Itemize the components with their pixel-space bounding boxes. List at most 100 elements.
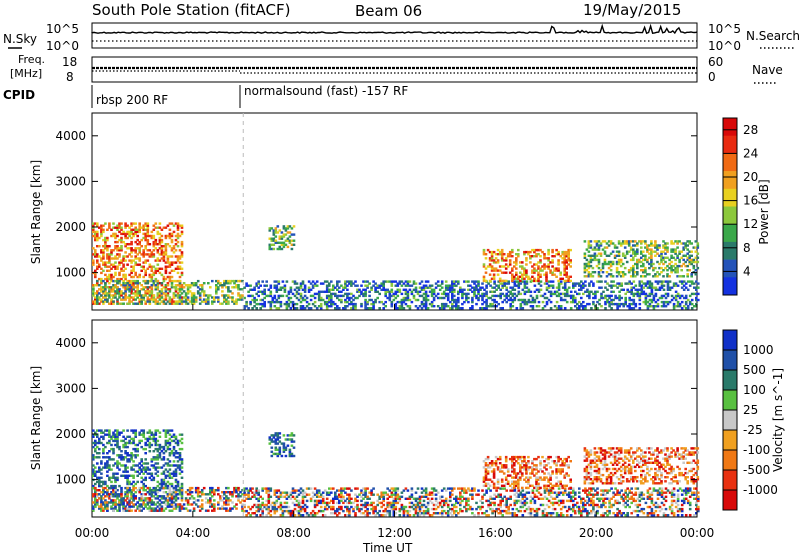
echo-cell xyxy=(282,225,286,228)
echo-cell xyxy=(180,460,184,463)
echo-cell xyxy=(154,433,158,436)
echo-cell xyxy=(231,507,234,510)
echo-cell xyxy=(150,288,154,291)
echo-cell xyxy=(313,284,317,287)
echo-cell xyxy=(297,292,301,296)
echo-cell xyxy=(268,237,272,240)
echo-cell xyxy=(154,286,158,289)
echo-cell xyxy=(642,269,645,272)
echo-cell xyxy=(253,512,256,515)
nave-label: Nave xyxy=(752,63,783,77)
echo-cell xyxy=(529,261,532,264)
echo-cell xyxy=(118,501,121,504)
echo-cell xyxy=(186,288,190,291)
echo-cell xyxy=(170,269,174,272)
echo-cell xyxy=(180,232,184,236)
echo-cell xyxy=(600,292,603,296)
echo-cell xyxy=(342,489,345,492)
echo-cell xyxy=(126,466,129,469)
echo-cell xyxy=(110,493,113,496)
echo-cell xyxy=(634,252,637,255)
echo-cell xyxy=(555,286,559,289)
echo-cell xyxy=(666,280,670,283)
echo-cell xyxy=(291,487,295,490)
echo-cell xyxy=(178,267,182,270)
echo-cell xyxy=(98,456,101,459)
echo-cell xyxy=(170,300,174,303)
echo-cell xyxy=(156,450,160,453)
echo-cell xyxy=(142,431,145,434)
echo-cell xyxy=(278,247,282,251)
echo-cell xyxy=(213,493,216,496)
echo-cell xyxy=(156,263,160,266)
echo-cell xyxy=(674,294,678,298)
echo-cell xyxy=(186,499,190,502)
echo-cell xyxy=(585,262,589,266)
echo-cell xyxy=(493,294,496,298)
echo-cell xyxy=(176,302,180,305)
echo-cell xyxy=(158,267,162,270)
echo-cell xyxy=(606,298,609,302)
echo-cell xyxy=(257,505,260,509)
echo-cell xyxy=(178,439,182,443)
echo-cell xyxy=(676,264,679,268)
echo-cell xyxy=(140,429,143,432)
echo-cell xyxy=(128,253,131,256)
echo-cell xyxy=(94,505,97,508)
echo-cell xyxy=(313,514,317,517)
echo-cell xyxy=(670,248,673,251)
echo-cell xyxy=(282,442,286,445)
echo-cell xyxy=(130,240,133,244)
echo-cell xyxy=(529,294,533,298)
echo-cell xyxy=(100,288,103,291)
echo-cell xyxy=(563,307,567,310)
echo-cell xyxy=(110,302,113,305)
echo-cell xyxy=(158,298,162,301)
echo-cell xyxy=(589,260,593,264)
echo-cell xyxy=(158,243,162,246)
echo-cell xyxy=(545,265,548,268)
echo-cell xyxy=(168,476,172,479)
echo-cell xyxy=(292,454,296,458)
cpid-row: CPID rbsp 200 RF normalsound (fast) -157… xyxy=(3,84,408,108)
echo-cell xyxy=(282,235,286,238)
echo-cell xyxy=(360,292,363,296)
echo-cell xyxy=(563,273,566,276)
echo-cell xyxy=(416,290,420,293)
echo-cell xyxy=(644,284,648,287)
echo-cell xyxy=(176,505,180,508)
echo-cell xyxy=(176,441,180,445)
echo-cell xyxy=(277,296,281,300)
echo-cell xyxy=(501,300,504,304)
echo-cell xyxy=(352,294,355,298)
echo-cell xyxy=(366,497,369,500)
echo-cell xyxy=(511,267,514,270)
echo-cell xyxy=(282,434,286,437)
echo-cell xyxy=(418,305,422,308)
echo-cell xyxy=(340,294,343,298)
echo-cell xyxy=(134,247,137,250)
echo-cell xyxy=(178,486,182,490)
echo-cell xyxy=(233,486,236,490)
echo-cell xyxy=(146,443,150,447)
echo-cell xyxy=(640,260,643,264)
echo-cell xyxy=(642,271,645,274)
echo-cell xyxy=(148,279,152,283)
echo-cell xyxy=(130,292,133,295)
echo-cell xyxy=(276,452,280,456)
echo-cell xyxy=(110,300,113,303)
echo-cell xyxy=(144,259,147,262)
echo-cell xyxy=(309,288,313,291)
echo-cell xyxy=(628,307,631,310)
echo-cell xyxy=(144,228,147,231)
echo-cell xyxy=(142,298,145,301)
echo-cell xyxy=(527,288,531,291)
echo-cell xyxy=(277,300,281,304)
echo-cell xyxy=(574,290,577,293)
echo-cell xyxy=(128,509,131,512)
echo-cell xyxy=(140,499,143,502)
echo-cell xyxy=(174,290,178,293)
echo-cell xyxy=(178,290,182,293)
echo-cell xyxy=(100,290,103,293)
echo-cell xyxy=(533,277,536,280)
